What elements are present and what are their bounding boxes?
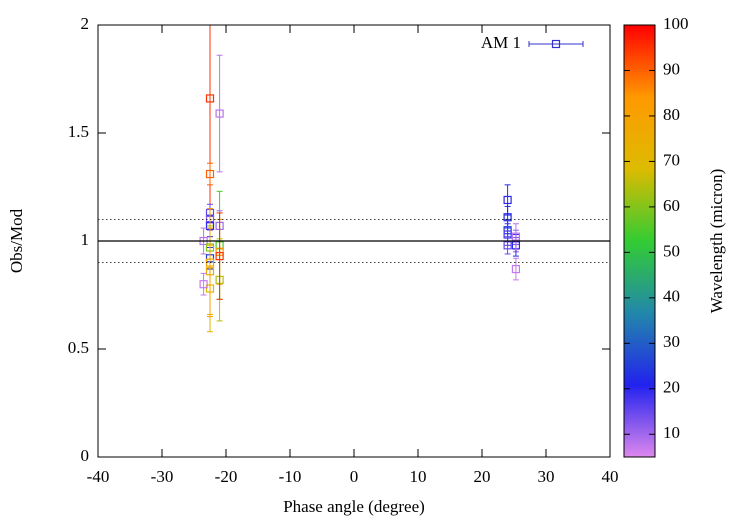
x-tick-label: -40 bbox=[87, 467, 110, 486]
x-tick-label: 10 bbox=[410, 467, 427, 486]
point bbox=[205, 94, 215, 103]
legend-swatch bbox=[551, 39, 561, 49]
colorbar-tick-label: 20 bbox=[663, 378, 680, 397]
point bbox=[205, 169, 215, 179]
point bbox=[503, 195, 512, 205]
colorbar bbox=[623, 24, 656, 458]
colorbar-tick-label: 10 bbox=[663, 423, 680, 442]
x-tick-label: 30 bbox=[538, 467, 555, 486]
point bbox=[199, 280, 208, 289]
colorbar-tick-label: 90 bbox=[663, 59, 680, 78]
x-tick-label: -30 bbox=[151, 467, 174, 486]
point bbox=[215, 109, 224, 118]
x-tick-label: 20 bbox=[474, 467, 491, 486]
x-tick-label: -20 bbox=[215, 467, 238, 486]
colorbar-label: Wavelength (micron) bbox=[707, 169, 726, 314]
point bbox=[503, 241, 512, 250]
x-axis-label: Phase angle (degree) bbox=[283, 497, 425, 516]
point bbox=[511, 264, 521, 274]
y-tick-label: 0 bbox=[81, 446, 90, 465]
colorbar-tick-label: 70 bbox=[663, 150, 680, 169]
x-tick-label: -10 bbox=[279, 467, 302, 486]
point bbox=[215, 252, 224, 261]
x-tick-label: 0 bbox=[350, 467, 359, 486]
plot-area bbox=[199, 25, 521, 333]
y-axis-label: Obs/Mod bbox=[7, 208, 26, 273]
colorbar-tick-label: 30 bbox=[663, 332, 680, 351]
y-tick-label: 0.5 bbox=[68, 338, 89, 357]
colorbar-tick-label: 50 bbox=[663, 241, 680, 260]
colorbar-tick-label: 40 bbox=[663, 287, 680, 306]
colorbar-tick-label: 100 bbox=[663, 14, 689, 33]
point bbox=[511, 232, 521, 241]
legend-label: AM 1 bbox=[481, 33, 521, 52]
colorbar-tick-label: 60 bbox=[663, 196, 680, 215]
x-tick-label: 40 bbox=[602, 467, 619, 486]
plot-frame bbox=[97, 24, 611, 458]
y-tick-label: 2 bbox=[81, 14, 90, 33]
colorbar-tick-label: 80 bbox=[663, 105, 680, 124]
y-tick-label: 1 bbox=[81, 230, 90, 249]
y-tick-label: 1.5 bbox=[68, 122, 89, 141]
